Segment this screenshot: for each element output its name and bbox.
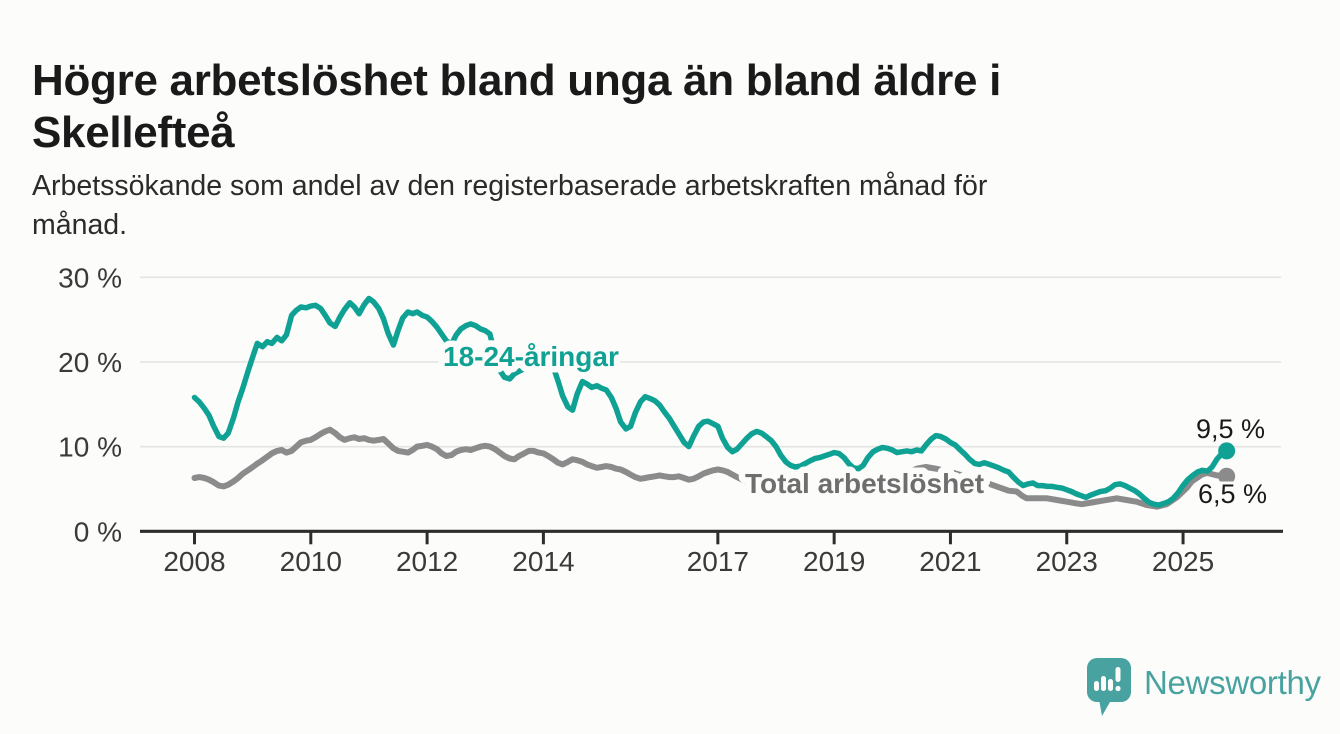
x-tick-label-2012: 2012: [396, 546, 458, 577]
x-axis: 2008 2010 2012 2014 2017 2019 2021 2023 2025: [140, 529, 1283, 577]
label-total-arbetsloshet: Total arbetslöshet: [745, 468, 984, 499]
gridlines: 0 % 10 % 20 % 30 %: [58, 262, 1281, 547]
y-tick-label-10: 10 %: [58, 432, 122, 463]
x-tick-label-2014: 2014: [512, 546, 574, 577]
logo-barchart-glyph: [1094, 667, 1121, 692]
y-tick-label-0: 0 %: [74, 516, 122, 547]
x-tick-label-2021: 2021: [919, 546, 981, 577]
value-label-total: 6,5 %: [1198, 479, 1267, 509]
x-tick-label-2019: 2019: [803, 546, 865, 577]
y-tick-label-20: 20 %: [58, 347, 122, 378]
newsworthy-logo-icon: [1087, 658, 1131, 716]
end-dot-total: [1218, 467, 1236, 485]
end-dot-youth: [1218, 442, 1236, 460]
x-tick-label-2010: 2010: [280, 546, 342, 577]
page-subtitle: Arbetssökande som andel av den registerb…: [32, 169, 988, 241]
page-title: Högre arbetslöshet bland unga än bland ä…: [32, 56, 1002, 158]
x-tick-label-2025: 2025: [1152, 546, 1214, 577]
line-youth-18-24: [191, 295, 1230, 508]
x-tick-label-2008: 2008: [163, 546, 225, 577]
value-label-youth: 9,5 %: [1196, 414, 1265, 444]
data-series: [191, 295, 1236, 510]
newsworthy-logo: Newsworthy: [1087, 658, 1321, 720]
x-tick-label-2017: 2017: [687, 546, 749, 577]
line-total-unemployment: [191, 426, 1230, 510]
brand-name: Newsworthy: [1144, 663, 1321, 701]
x-tick-label-2023: 2023: [1036, 546, 1098, 577]
series-labels: Total arbetslöshet 6,5 % 18-24-åringar 9,5 …: [437, 335, 1271, 513]
y-tick-label-30: 30 %: [58, 262, 122, 293]
label-18-24-aringar: 18-24-åringar: [443, 341, 619, 372]
